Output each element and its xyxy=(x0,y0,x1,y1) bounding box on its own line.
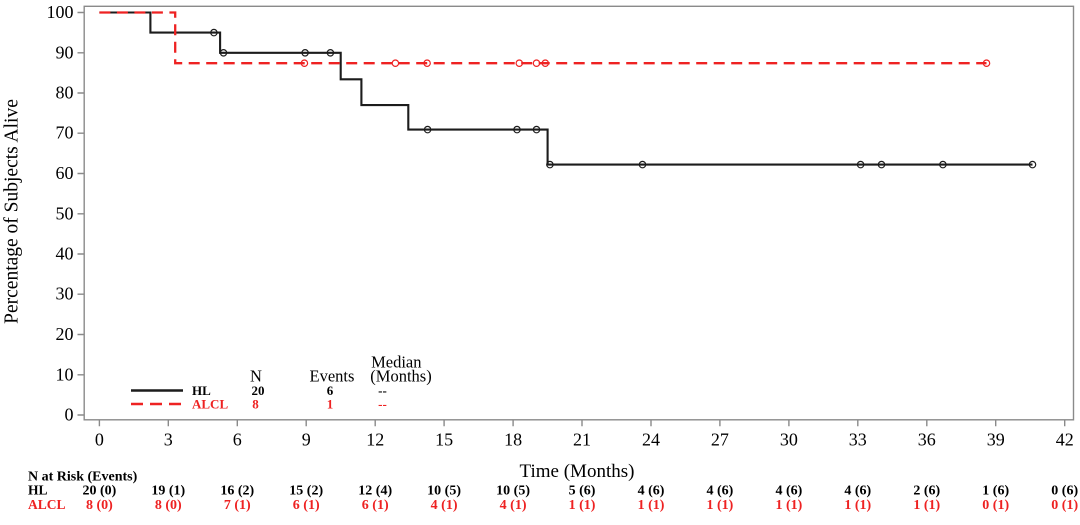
svg-text:20 (0): 20 (0) xyxy=(82,484,116,499)
svg-text:20: 20 xyxy=(56,324,74,344)
svg-text:--: -- xyxy=(378,383,387,398)
svg-text:10 (5): 10 (5) xyxy=(496,484,530,499)
svg-text:19 (1): 19 (1) xyxy=(151,484,185,499)
svg-text:3: 3 xyxy=(164,430,173,450)
svg-text:1 (6): 1 (6) xyxy=(982,484,1009,499)
svg-text:30: 30 xyxy=(780,430,798,450)
svg-text:1 (1): 1 (1) xyxy=(569,498,596,513)
svg-text:12 (4): 12 (4) xyxy=(358,484,392,499)
svg-text:80: 80 xyxy=(56,83,74,103)
svg-text:Time (Months): Time (Months) xyxy=(520,461,635,482)
svg-text:2 (6): 2 (6) xyxy=(913,484,940,499)
svg-text:Percentage of Subjects Alive: Percentage of Subjects Alive xyxy=(2,99,23,324)
svg-text:1 (1): 1 (1) xyxy=(775,498,802,513)
svg-text:0: 0 xyxy=(65,405,74,425)
svg-text:42: 42 xyxy=(1056,430,1074,450)
svg-text:ALCL: ALCL xyxy=(28,497,66,512)
svg-text:10 (5): 10 (5) xyxy=(427,484,461,499)
svg-text:1 (1): 1 (1) xyxy=(913,498,940,513)
svg-text:4 (6): 4 (6) xyxy=(844,484,871,499)
svg-text:15: 15 xyxy=(435,430,453,450)
svg-text:60: 60 xyxy=(56,163,74,183)
svg-text:30: 30 xyxy=(56,284,74,304)
svg-text:21: 21 xyxy=(573,430,591,450)
svg-text:(Months): (Months) xyxy=(370,367,431,386)
svg-text:0 (6): 0 (6) xyxy=(1051,484,1078,499)
svg-text:40: 40 xyxy=(56,244,74,264)
svg-text:16 (2): 16 (2) xyxy=(220,484,254,499)
svg-text:6 (1): 6 (1) xyxy=(293,498,320,513)
svg-text:39: 39 xyxy=(987,430,1005,450)
svg-text:4 (1): 4 (1) xyxy=(431,498,458,513)
svg-text:6: 6 xyxy=(233,430,242,450)
svg-text:27: 27 xyxy=(711,430,729,450)
svg-text:12: 12 xyxy=(366,430,384,450)
svg-text:70: 70 xyxy=(56,123,74,143)
svg-text:8 (0): 8 (0) xyxy=(86,498,113,513)
svg-text:9: 9 xyxy=(302,430,311,450)
svg-text:0 (1): 0 (1) xyxy=(1051,498,1078,513)
svg-text:18: 18 xyxy=(504,430,522,450)
svg-text:Median: Median xyxy=(371,353,421,372)
svg-text:20: 20 xyxy=(252,383,265,398)
svg-text:10: 10 xyxy=(56,364,74,384)
svg-text:0: 0 xyxy=(95,430,104,450)
svg-text:N: N xyxy=(250,367,262,386)
svg-text:HL: HL xyxy=(192,383,211,398)
svg-text:50: 50 xyxy=(56,203,74,223)
svg-text:100: 100 xyxy=(47,2,74,22)
svg-text:N at Risk (Events): N at Risk (Events) xyxy=(28,470,138,485)
svg-text:ALCL: ALCL xyxy=(192,397,228,412)
svg-text:HL: HL xyxy=(28,483,48,498)
svg-text:33: 33 xyxy=(849,430,867,450)
svg-text:15 (2): 15 (2) xyxy=(289,484,323,499)
svg-text:--: -- xyxy=(378,397,387,412)
svg-text:7 (1): 7 (1) xyxy=(224,498,251,513)
svg-text:8 (0): 8 (0) xyxy=(155,498,182,513)
svg-text:0 (1): 0 (1) xyxy=(982,498,1009,513)
svg-text:90: 90 xyxy=(56,42,74,62)
svg-text:4 (6): 4 (6) xyxy=(706,484,733,499)
svg-text:1 (1): 1 (1) xyxy=(844,498,871,513)
svg-text:4 (6): 4 (6) xyxy=(775,484,802,499)
svg-text:24: 24 xyxy=(642,430,660,450)
svg-text:5 (6): 5 (6) xyxy=(569,484,596,499)
svg-text:1 (1): 1 (1) xyxy=(638,498,665,513)
svg-text:1 (1): 1 (1) xyxy=(706,498,733,513)
svg-text:4 (1): 4 (1) xyxy=(500,498,527,513)
svg-text:36: 36 xyxy=(918,430,936,450)
svg-text:6: 6 xyxy=(327,383,334,398)
svg-text:6 (1): 6 (1) xyxy=(362,498,389,513)
svg-text:8: 8 xyxy=(252,397,259,412)
svg-text:Events: Events xyxy=(310,367,355,386)
svg-text:1: 1 xyxy=(327,397,334,412)
svg-text:4 (6): 4 (6) xyxy=(638,484,665,499)
